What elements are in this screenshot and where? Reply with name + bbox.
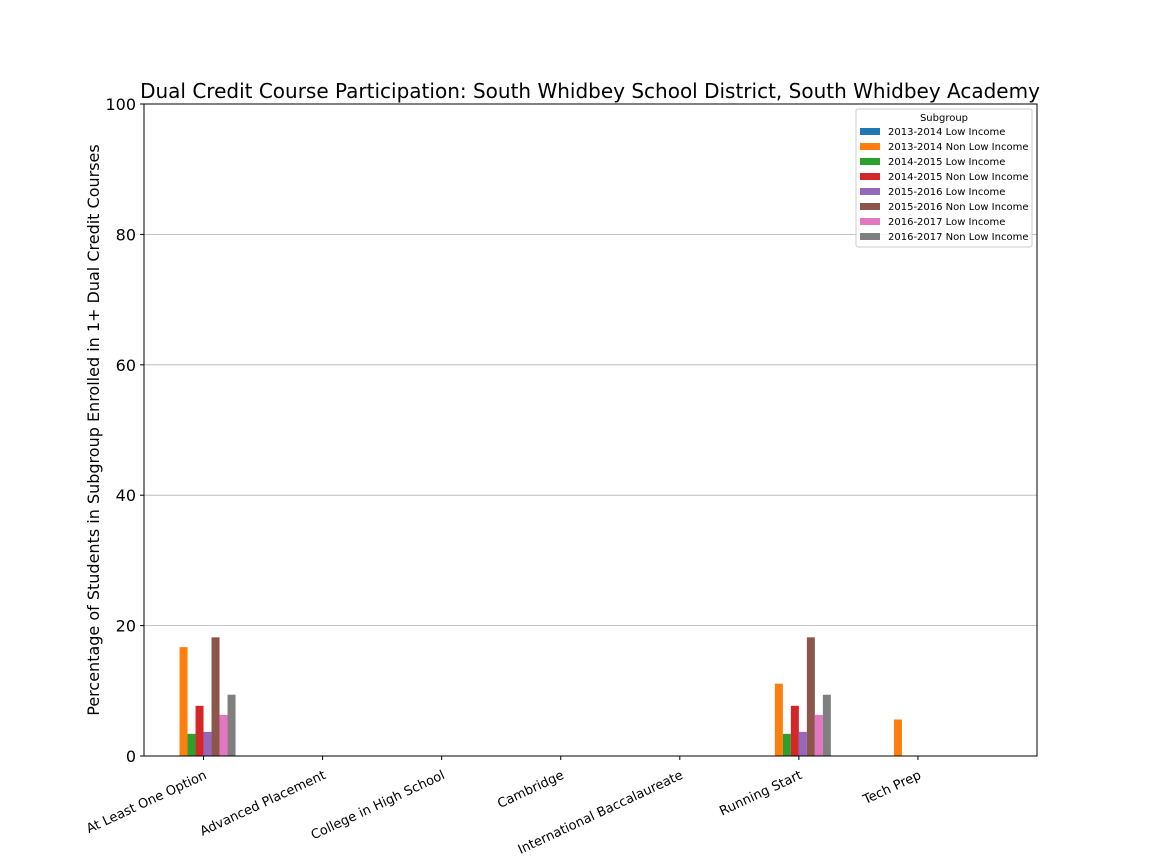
chart-title: Dual Credit Course Participation: South … bbox=[140, 79, 1040, 103]
legend-title: Subgroup bbox=[920, 113, 968, 124]
bar bbox=[187, 733, 196, 756]
bar bbox=[822, 694, 831, 756]
y-tick-label: 80 bbox=[116, 225, 136, 244]
legend-swatch bbox=[860, 143, 880, 150]
bar bbox=[893, 719, 902, 756]
bar bbox=[774, 683, 783, 756]
legend-label: 2013-2014 Non Low Income bbox=[888, 142, 1028, 153]
y-tick-label: 60 bbox=[116, 356, 136, 375]
legend-label: 2014-2015 Non Low Income bbox=[888, 172, 1028, 183]
bar bbox=[227, 694, 236, 756]
y-tick-label: 20 bbox=[116, 617, 136, 636]
bar bbox=[219, 714, 228, 756]
bars bbox=[179, 637, 902, 756]
legend-label: 2014-2015 Low Income bbox=[888, 157, 1005, 168]
bar bbox=[203, 731, 212, 756]
y-tick-label: 0 bbox=[126, 747, 136, 766]
bar bbox=[798, 731, 807, 756]
legend-swatch bbox=[860, 233, 880, 240]
legend-swatch bbox=[860, 203, 880, 210]
legend-swatch bbox=[860, 173, 880, 180]
y-axis-label: Percentage of Students in Subgroup Enrol… bbox=[84, 144, 103, 715]
legend-swatch bbox=[860, 218, 880, 225]
legend-label: 2015-2016 Low Income bbox=[888, 187, 1005, 198]
bar bbox=[806, 637, 815, 756]
legend-label: 2016-2017 Non Low Income bbox=[888, 232, 1028, 243]
bar bbox=[814, 714, 823, 756]
bar bbox=[211, 637, 220, 756]
legend-label: 2013-2014 Low Income bbox=[888, 127, 1005, 138]
x-tick-label: Running Start bbox=[717, 768, 804, 819]
legend-swatch bbox=[860, 158, 880, 165]
legend-box bbox=[855, 108, 1033, 248]
x-tick-label: Cambridge bbox=[495, 768, 566, 812]
plot-frame bbox=[143, 103, 1038, 757]
bar bbox=[782, 733, 791, 756]
y-tick-label: 100 bbox=[105, 95, 136, 114]
y-tick-label: 40 bbox=[116, 486, 136, 505]
x-tick-label: At Least One Option bbox=[84, 768, 209, 837]
legend: Subgroup 2013-2014 Low Income 2013-2014 N… bbox=[855, 108, 1033, 248]
bar bbox=[179, 647, 188, 756]
bar bbox=[790, 705, 799, 756]
legend-swatch bbox=[860, 188, 880, 195]
x-tick-label: Tech Prep bbox=[860, 768, 924, 808]
legend-items: 2013-2014 Low Income 2013-2014 Non Low In… bbox=[860, 127, 1028, 243]
legend-swatch bbox=[860, 128, 880, 135]
legend-label: 2016-2017 Low Income bbox=[888, 217, 1005, 228]
x-tick-label: College in High School bbox=[309, 768, 447, 843]
legend-label: 2015-2016 Non Low Income bbox=[888, 202, 1028, 213]
bar bbox=[195, 705, 204, 756]
y-axis-ticks: 0 20 40 60 80 100 bbox=[105, 95, 144, 766]
